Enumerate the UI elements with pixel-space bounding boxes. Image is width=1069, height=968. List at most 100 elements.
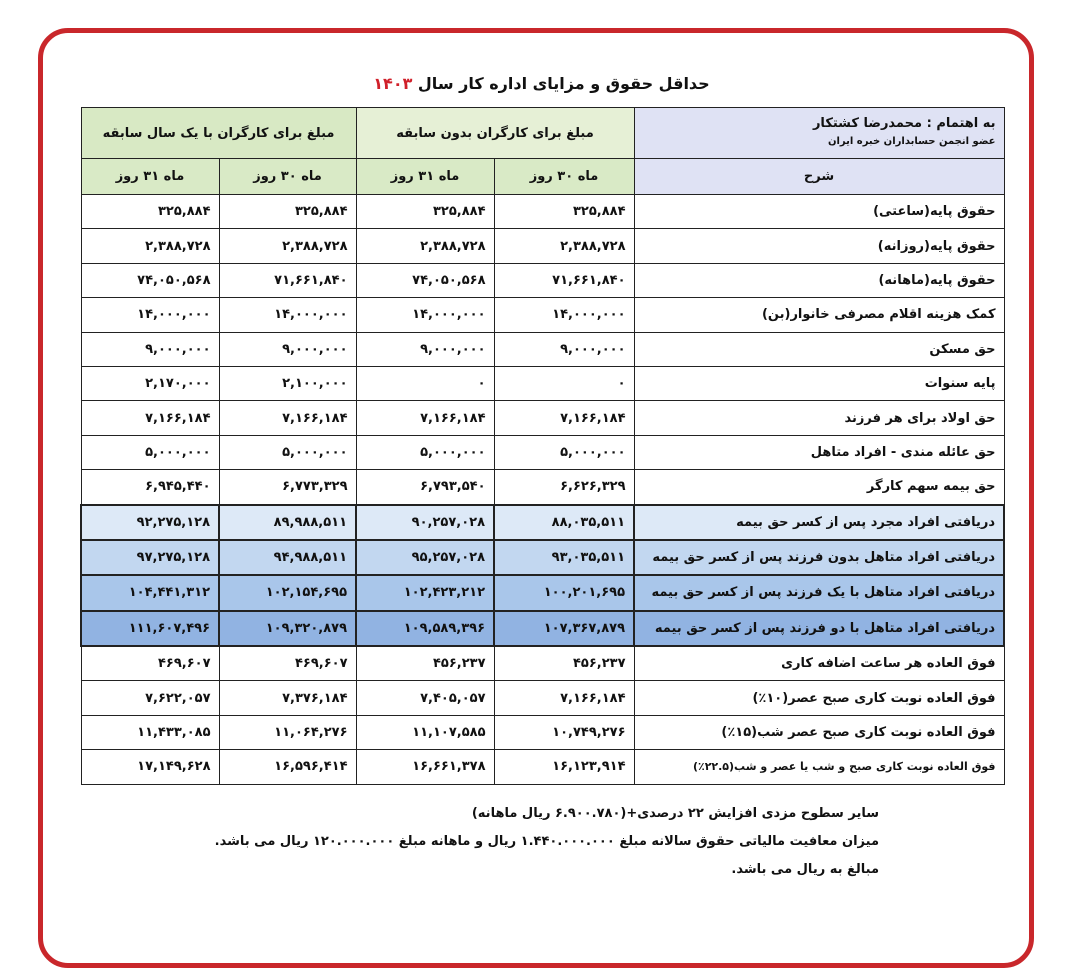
row-label: فوق العاده نوبت کاری صبح عصر شب(۱۵٪) bbox=[633, 714, 1005, 751]
amount: ۵,۰۰۰,۰۰۰ bbox=[355, 434, 495, 471]
amount: ۳۲۵,۸۸۴ bbox=[80, 193, 220, 230]
amount: ۱۱,۰۶۴,۲۷۶ bbox=[218, 714, 357, 751]
amount: ۹۳,۰۳۵,۵۱۱ bbox=[493, 538, 636, 577]
notes: سایر سطوح مزدی افزایش ۲۲ درصدی+(۶.۹۰۰.۷۸… bbox=[215, 800, 879, 884]
amount: ۴۵۶,۲۳۷ bbox=[493, 645, 635, 682]
row-label: حق مسکن bbox=[633, 331, 1005, 367]
amount: ۹۰,۲۵۷,۰۲۸ bbox=[355, 503, 496, 541]
sub-header: ماه ۳۰ روز bbox=[218, 158, 357, 195]
table-row: حق بیمه سهم کارگر ۶,۶۲۶,۳۲۹ ۶,۷۹۳,۵۴۰ ۶,۷۷۳… bbox=[80, 469, 1005, 506]
amount: ۱۰۰,۲۰۱,۶۹۵ bbox=[493, 574, 636, 612]
amount: ۷۴,۰۵۰,۵۶۸ bbox=[355, 262, 495, 299]
sub-header: ماه ۳۰ روز bbox=[493, 158, 635, 195]
row-label: پایه سنوات bbox=[633, 365, 1005, 402]
amount: ۲,۳۸۸,۷۲۸ bbox=[355, 228, 495, 264]
amount: ۰ bbox=[493, 365, 635, 402]
table-row: فوق العاده نوبت کاری صبح و شب یا عصر و ش… bbox=[80, 749, 1005, 785]
table-row: حق مسکن ۹,۰۰۰,۰۰۰ ۹,۰۰۰,۰۰۰ ۹,۰۰۰,۰۰۰ ۹,۰۰۰,… bbox=[80, 331, 1005, 367]
table-row: دریافتی افراد مجرد پس از کسر حق بیمه ۸۸,۰… bbox=[79, 503, 1006, 541]
table-row: حقوق پایه(ساعتی) ۳۲۵,۸۸۴ ۳۲۵,۸۸۴ ۳۲۵,۸۸۴ ۳۲۵… bbox=[80, 193, 1005, 230]
table-row: پایه سنوات ۰ ۰ ۲,۱۰۰,۰۰۰ ۲,۱۷۰,۰۰۰ bbox=[80, 365, 1005, 402]
row-label: حق اولاد برای هر فرزند bbox=[633, 400, 1005, 436]
amount: ۱۶,۱۲۳,۹۱۴ bbox=[493, 749, 635, 785]
row-label: حقوق پایه(ساعتی) bbox=[633, 193, 1005, 230]
amount: ۷,۶۲۲,۰۵۷ bbox=[80, 680, 220, 716]
amount: ۴۶۹,۶۰۷ bbox=[80, 645, 220, 682]
amount: ۹۷,۲۷۵,۱۲۸ bbox=[79, 538, 221, 577]
table-row: فوق العاده نوبت کاری صبح عصر(۱۰٪) ۷,۱۶۶,۱… bbox=[80, 680, 1005, 716]
table-row: دریافتی افراد متاهل با یک فرزند پس از کس… bbox=[79, 574, 1006, 612]
desc-header: شرح bbox=[633, 158, 1005, 195]
note: میزان معافیت مالیاتی حقوق سالانه مبلغ ۱.… bbox=[214, 834, 879, 849]
amount: ۶,۷۹۳,۵۴۰ bbox=[355, 469, 495, 506]
note: سایر سطوح مزدی افزایش ۲۲ درصدی+(۶.۹۰۰.۷۸… bbox=[471, 806, 879, 821]
amount: ۹,۰۰۰,۰۰۰ bbox=[218, 331, 357, 367]
amount: ۸۸,۰۳۵,۵۱۱ bbox=[493, 503, 636, 541]
amount: ۷,۳۷۶,۱۸۴ bbox=[218, 680, 357, 716]
amount: ۵,۰۰۰,۰۰۰ bbox=[493, 434, 635, 471]
amount: ۱۱,۱۰۷,۵۸۵ bbox=[355, 714, 495, 751]
amount: ۷,۱۶۶,۱۸۴ bbox=[80, 400, 220, 436]
amount: ۱۴,۰۰۰,۰۰۰ bbox=[355, 297, 495, 333]
amount: ۱۰,۷۴۹,۲۷۶ bbox=[493, 714, 635, 751]
amount: ۲,۱۷۰,۰۰۰ bbox=[80, 365, 220, 402]
amount: ۷۱,۶۶۱,۸۴۰ bbox=[218, 262, 357, 299]
row-label: فوق العاده نوبت کاری صبح و شب یا عصر و ش… bbox=[633, 749, 1005, 785]
credit-cell: به اهتمام : محمدرضا کشتکار عضو انجمن حساب… bbox=[633, 107, 1005, 159]
amount: ۸۹,۹۸۸,۵۱۱ bbox=[218, 503, 358, 541]
amount: ۱۴,۰۰۰,۰۰۰ bbox=[80, 297, 220, 333]
row-label: فوق العاده هر ساعت اضافه کاری bbox=[633, 645, 1005, 682]
salary-table: به اهتمام : محمدرضا کشتکار عضو انجمن حساب… bbox=[79, 107, 1006, 785]
amount: ۹۵,۲۵۷,۰۲۸ bbox=[355, 538, 496, 577]
amount: ۱۱,۴۳۳,۰۸۵ bbox=[80, 714, 220, 751]
amount: ۴۶۹,۶۰۷ bbox=[218, 645, 357, 682]
amount: ۷۱,۶۶۱,۸۴۰ bbox=[493, 262, 635, 299]
table-row: فوق العاده نوبت کاری صبح عصر شب(۱۵٪) ۱۰,۷… bbox=[80, 714, 1005, 751]
amount: ۷,۱۶۶,۱۸۴ bbox=[493, 400, 635, 436]
table-body: حقوق پایه(ساعتی) ۳۲۵,۸۸۴ ۳۲۵,۸۸۴ ۳۲۵,۸۸۴ ۳۲۵… bbox=[79, 193, 1006, 785]
sub-header: ماه ۳۱ روز bbox=[355, 158, 495, 195]
amount: ۶,۷۷۳,۳۲۹ bbox=[218, 469, 357, 506]
page-body: حداقل حقوق و مزایای اداره کار سال ۱۴۰۳ ب… bbox=[38, 28, 1034, 968]
table-row: دریافتی افراد متاهل با دو فرزند پس از کس… bbox=[79, 609, 1006, 648]
row-label: حق عائله مندی - افراد متاهل bbox=[633, 434, 1005, 471]
credit: به اهتمام : محمدرضا کشتکار bbox=[812, 116, 996, 132]
page: {"header":{"title":"حداقل حقوق و مزایای … bbox=[38, 28, 1034, 968]
table-row: دریافتی افراد متاهل بدون فرزند پس از کسر… bbox=[79, 538, 1006, 577]
table-row: حقوق پایه(ماهانه) ۷۱,۶۶۱,۸۴۰ ۷۴,۰۵۰,۵۶۸ ۷۱,… bbox=[80, 262, 1005, 299]
sub-header: ماه ۳۱ روز bbox=[80, 158, 220, 195]
amount: ۷,۱۶۶,۱۸۴ bbox=[218, 400, 357, 436]
amount: ۹,۰۰۰,۰۰۰ bbox=[80, 331, 220, 367]
amount: ۱۰۹,۳۲۰,۸۷۹ bbox=[218, 609, 358, 648]
amount: ۷,۱۶۶,۱۸۴ bbox=[355, 400, 495, 436]
table-row: کمک هزینه اقلام مصرفی خانوار(بن) ۱۴,۰۰۰,۰… bbox=[80, 297, 1005, 333]
row-label: کمک هزینه اقلام مصرفی خانوار(بن) bbox=[633, 297, 1005, 333]
amount: ۲,۳۸۸,۷۲۸ bbox=[218, 228, 357, 264]
amount: ۹۴,۹۸۸,۵۱۱ bbox=[218, 538, 358, 577]
amount: ۱۰۲,۴۲۳,۲۱۲ bbox=[355, 574, 496, 612]
amount: ۵,۰۰۰,۰۰۰ bbox=[218, 434, 357, 471]
group-header: مبلغ برای کارگران با یک سال سابقه bbox=[80, 107, 357, 159]
row-label: دریافتی افراد مجرد پس از کسر حق بیمه bbox=[633, 503, 1006, 541]
amount: ۵,۰۰۰,۰۰۰ bbox=[80, 434, 220, 471]
amount: ۱۰۲,۱۵۴,۶۹۵ bbox=[218, 574, 358, 612]
amount: ۱۱۱,۶۰۷,۴۹۶ bbox=[79, 609, 221, 648]
amount: ۱۴,۰۰۰,۰۰۰ bbox=[218, 297, 357, 333]
amount: ۰ bbox=[355, 365, 495, 402]
amount: ۱۴,۰۰۰,۰۰۰ bbox=[493, 297, 635, 333]
table-row: حق عائله مندی - افراد متاهل ۵,۰۰۰,۰۰۰ ۵,۰۰… bbox=[80, 434, 1005, 471]
title-year: ۱۴۰۳ bbox=[373, 74, 413, 93]
amount: ۶,۶۲۶,۳۲۹ bbox=[493, 469, 635, 506]
credit-sub: عضو انجمن حسابداران خبره ایران bbox=[827, 136, 996, 147]
amount: ۱۶,۵۹۶,۴۱۴ bbox=[218, 749, 357, 785]
group-header: مبلغ برای کارگران بدون سابقه bbox=[355, 107, 635, 159]
table-row: فوق العاده هر ساعت اضافه کاری ۴۵۶,۲۳۷ ۴۵۶,… bbox=[80, 645, 1005, 682]
row-label: دریافتی افراد متاهل بدون فرزند پس از کسر… bbox=[633, 538, 1006, 577]
amount: ۳۲۵,۸۸۴ bbox=[355, 193, 495, 230]
amount: ۹,۰۰۰,۰۰۰ bbox=[493, 331, 635, 367]
amount: ۲,۱۰۰,۰۰۰ bbox=[218, 365, 357, 402]
amount: ۳۲۵,۸۸۴ bbox=[218, 193, 357, 230]
amount: ۱۰۴,۴۴۱,۳۱۲ bbox=[79, 574, 221, 612]
row-label: دریافتی افراد متاهل با دو فرزند پس از کس… bbox=[633, 609, 1006, 648]
amount: ۱۰۷,۳۶۷,۸۷۹ bbox=[493, 609, 636, 648]
